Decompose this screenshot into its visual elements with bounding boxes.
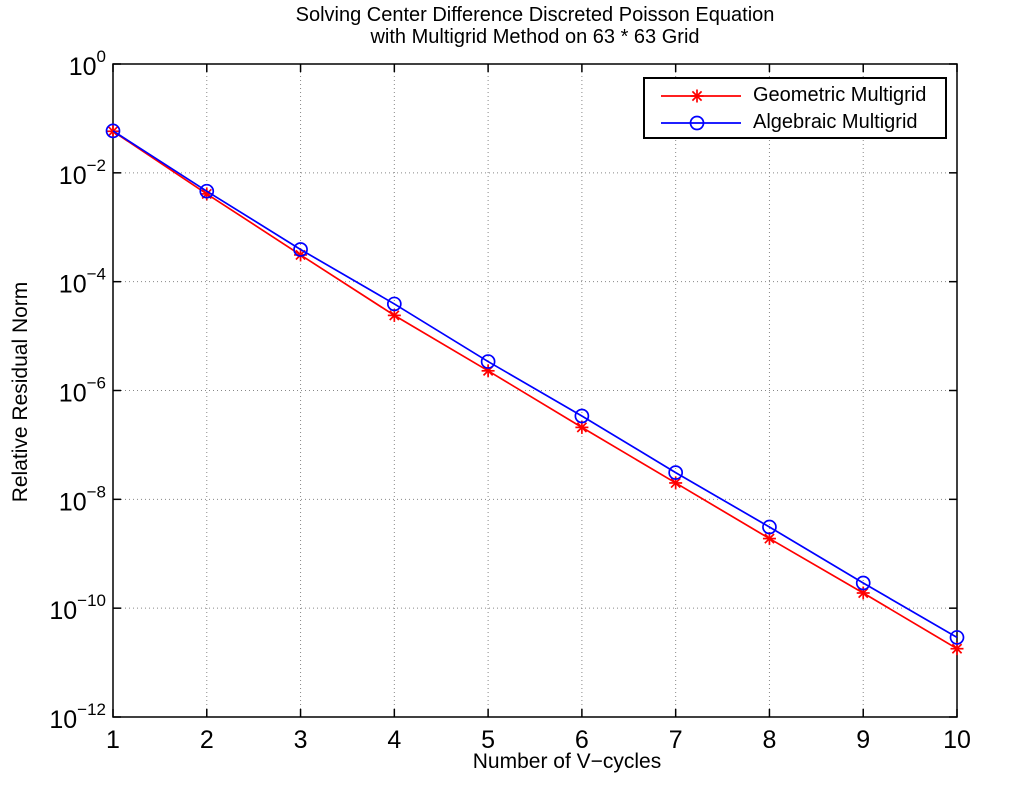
x-tick-label: 4 [387,726,401,754]
marker-circle-icon [668,465,684,480]
chart-title-line2: with Multigrid Method on 63 * 63 Grid [370,26,700,48]
marker-circle-icon [105,123,121,139]
y-tick-label: 10−10 [49,591,106,625]
x-tick-label: 7 [669,726,683,754]
y-tick-label: 10−8 [59,482,106,516]
marker-asterisk-icon [669,476,683,490]
marker-circle-icon [949,630,965,645]
x-tick-label: 1 [106,726,120,754]
marker-circle-icon [199,183,215,199]
x-axis-title: Number of V−cycles [472,750,662,773]
chart-title-line1: Solving Center Difference Discreted Pois… [295,4,775,26]
chart-title: Solving Center Difference Discreted Pois… [113,4,957,48]
legend: Geometric Multigrid Algebraic Multigrid [643,77,947,139]
x-tick-label: 3 [294,726,308,754]
y-tick-label: 100 [69,47,106,81]
series-line-algebraic-multigrid [112,130,958,639]
x-tick-label: 10 [943,726,971,754]
legend-label: Geometric Multigrid [753,84,927,106]
x-tick-label: 2 [200,726,214,754]
x-tick-label: 9 [856,726,870,754]
y-tick-label: 10−4 [59,265,106,299]
y-tick-label: 10−2 [59,156,106,190]
x-tick-label: 6 [575,726,589,754]
marker-circle-icon [762,519,777,535]
marker-circle-icon [855,575,871,591]
axes-box [112,63,958,718]
marker-asterisk-icon [762,532,776,546]
y-axis-title: Relative Residual Norm [9,281,32,503]
series-line-geometric-multigrid [112,130,958,650]
legend-entry-geometric-multigrid: Geometric Multigrid [645,82,945,109]
legend-sample-asterisk-icon [661,89,741,102]
legend-label: Algebraic Multigrid [753,111,918,133]
legend-sample-circle-icon [661,115,741,130]
marker-circle-icon [386,296,402,312]
marker-circle-icon [480,354,496,369]
marker-circle-icon [574,408,590,424]
x-tick-label: 8 [762,726,776,754]
y-tick-label: 10−6 [59,374,106,408]
legend-entry-algebraic-multigrid: Algebraic Multigrid [645,109,945,136]
marker-circle-icon [293,242,308,257]
y-tick-label: 10−12 [49,700,106,734]
x-tick-label: 5 [481,726,495,754]
